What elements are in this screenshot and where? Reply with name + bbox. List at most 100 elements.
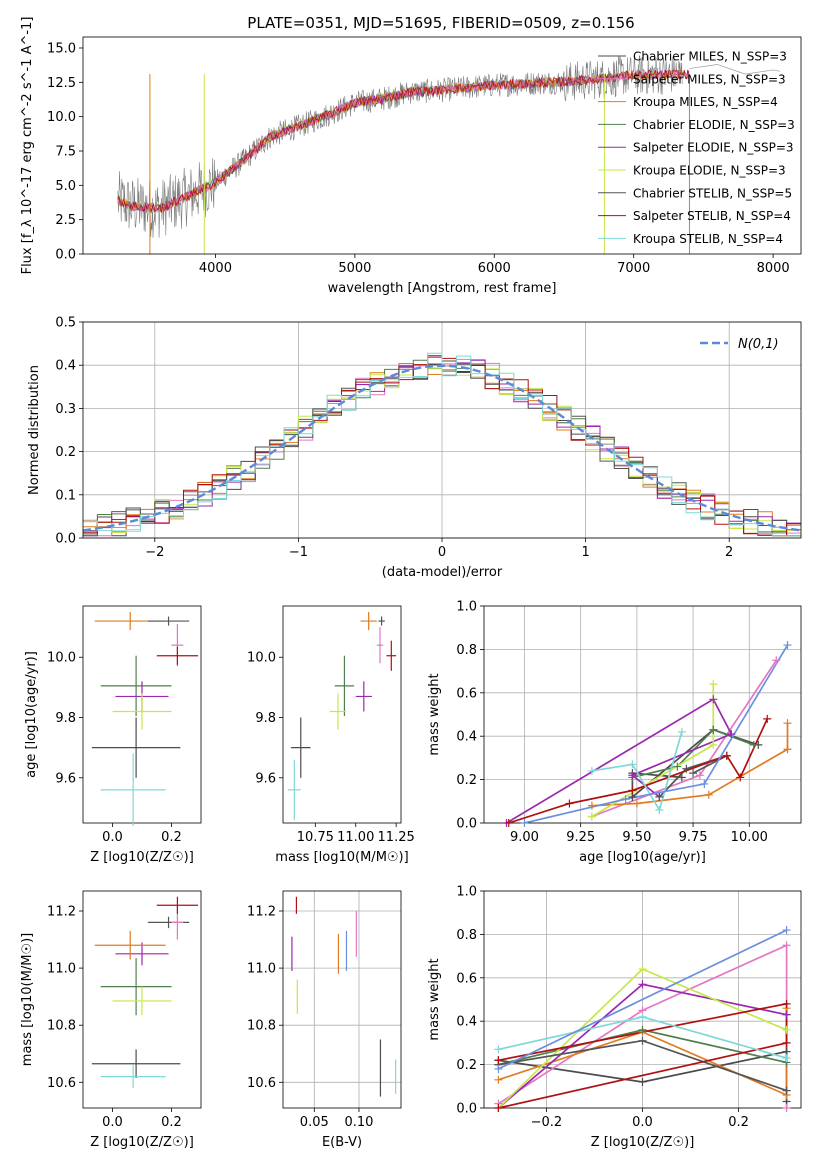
- series-marker: [494, 1075, 503, 1084]
- x-tick-label: 0.10: [345, 1115, 374, 1130]
- series-marker: [709, 740, 718, 749]
- axes-frame: [82, 321, 802, 539]
- x-axis-label: Z [log10(Z/Z☉)]: [90, 850, 194, 865]
- legend-entry: N(0,1): [738, 337, 779, 352]
- x-axis-label: mass [log10(M/M☉)]: [275, 850, 408, 865]
- series-marker: [638, 980, 647, 989]
- series-line: [524, 644, 789, 823]
- axes-frame: [82, 890, 202, 1109]
- series-marker: [783, 641, 792, 650]
- series-marker: [587, 801, 596, 810]
- x-tick-label: −1: [289, 545, 308, 560]
- series-marker: [704, 790, 713, 799]
- y-tick-label: 10.6: [47, 1076, 76, 1091]
- y-tick-label: 0.6: [456, 686, 477, 701]
- mass_vs_Z-axes: 0.0 0.2 10.6 10.8 11.0 11.2 Z [log10(Z/Z☉)] mas…: [20, 890, 202, 1150]
- x-axis-label: age [log10(age/yr)]: [579, 850, 706, 865]
- x-tick-label: −0.2: [531, 1115, 563, 1130]
- y-tick-label: 0.0: [456, 1102, 477, 1117]
- series-marker: [722, 751, 731, 760]
- axes-frame: [483, 890, 802, 1109]
- legend-entry: Chabrier MILES, N_SSP=3: [633, 50, 787, 64]
- model-spectrum-salpeter-miles: [117, 69, 690, 213]
- mass_vs_ebv-axes: 0.05 0.10 10.6 10.8 11.0 11.2 E(B-V): [247, 890, 402, 1150]
- x-tick-label: 0.2: [161, 830, 182, 845]
- series-marker: [700, 779, 709, 788]
- y-tick-label: 0.0: [456, 817, 477, 832]
- x-tick-label: 5000: [338, 261, 371, 276]
- y-tick-label: 12.5: [47, 76, 76, 91]
- x-tick-label: 9.50: [622, 830, 651, 845]
- x-tick-label: 0.0: [102, 830, 123, 845]
- series-marker: [632, 799, 641, 808]
- y-tick-label: 11.0: [47, 962, 76, 977]
- y-axis-label: mass weight: [427, 958, 442, 1040]
- normal-curve: [83, 364, 801, 532]
- x-tick-label: 0.0: [632, 1115, 653, 1130]
- series-marker: [782, 1086, 791, 1095]
- legend-entry: Salpeter ELODIE, N_SSP=3: [633, 141, 794, 155]
- legend-entry: Kroupa MILES, N_SSP=4: [633, 95, 778, 109]
- x-tick-label: 0.0: [102, 1115, 123, 1130]
- series-marker: [677, 727, 686, 736]
- series-line: [658, 754, 728, 798]
- axes-frame: [82, 605, 202, 824]
- series-marker: [695, 771, 704, 780]
- x-tick-label: −2: [145, 545, 164, 560]
- series-line: [498, 929, 787, 1070]
- histogram-kroupa-stelib: [83, 352, 801, 537]
- series-marker: [638, 1012, 647, 1021]
- x-tick-label: 11.25: [378, 830, 415, 845]
- x-axis-label: Z [log10(Z/Z☉)]: [591, 1135, 695, 1150]
- x-tick-label: 10.00: [731, 830, 768, 845]
- legend-entry: Kroupa STELIB, N_SSP=4: [633, 232, 783, 246]
- y-axis-label: mass weight: [427, 673, 442, 755]
- y-tick-label: 11.0: [247, 962, 276, 977]
- series-marker: [673, 762, 682, 771]
- y-tick-label: 0.3: [55, 402, 76, 417]
- x-tick-label: 9.25: [566, 830, 595, 845]
- y-tick-label: 11.2: [247, 904, 276, 919]
- y-tick-label: 10.0: [47, 110, 76, 125]
- y-tick-label: 0.8: [456, 928, 477, 943]
- series-marker: [782, 926, 791, 935]
- observed-red-extension: [689, 64, 781, 75]
- axes-frame: [483, 605, 802, 824]
- series-marker: [628, 760, 637, 769]
- y-tick-label: 1.0: [456, 600, 477, 615]
- x-tick-label: 0.05: [300, 1115, 329, 1130]
- y-tick-label: 10.0: [47, 651, 76, 666]
- spectrum-axes: 4000 5000 6000 7000 8000 0.0 2.5 5.0 7.5 10.0 12.5…: [20, 17, 802, 296]
- series-marker: [638, 1025, 647, 1034]
- series-line: [591, 731, 683, 813]
- series-marker: [782, 1038, 791, 1047]
- series-marker: [655, 792, 664, 801]
- y-tick-label: 11.2: [47, 904, 76, 919]
- y-axis-label: age [log10(age/yr)]: [24, 651, 39, 778]
- x-axis-label: (data-model)/error: [382, 565, 503, 580]
- series-marker: [782, 999, 791, 1008]
- series-marker: [749, 740, 758, 749]
- y-tick-label: 10.0: [247, 651, 276, 666]
- mass_weight_vs_Z-axes: −0.2 0.0 0.2 0.0 0.2 0.4 0.6 0.8 1.0 Z [log10(Z/Z…: [427, 885, 802, 1150]
- series-marker: [628, 771, 637, 780]
- y-tick-label: 10.8: [47, 1019, 76, 1034]
- x-axis-label: Z [log10(Z/Z☉)]: [90, 1135, 194, 1150]
- series-marker: [621, 795, 630, 804]
- series-marker: [782, 1054, 791, 1063]
- model-spectrum-salpeter-stelib: [117, 69, 690, 213]
- y-tick-label: 0.5: [55, 316, 76, 331]
- y-tick-label: 5.0: [55, 179, 76, 194]
- series-marker: [709, 695, 718, 704]
- series-marker: [587, 766, 596, 775]
- x-tick-label: 9.75: [679, 830, 708, 845]
- series-marker: [494, 1056, 503, 1065]
- series-marker: [783, 719, 792, 728]
- series-marker: [655, 805, 664, 814]
- y-axis-label: Flux [f_λ 10^-17 erg cm^-2 s^-1 A^-1]: [20, 17, 35, 275]
- y-tick-label: 0.2: [456, 1058, 477, 1073]
- series-marker: [763, 714, 772, 723]
- legend-entry: Chabrier STELIB, N_SSP=5: [633, 186, 792, 200]
- axes-frame: [82, 36, 802, 255]
